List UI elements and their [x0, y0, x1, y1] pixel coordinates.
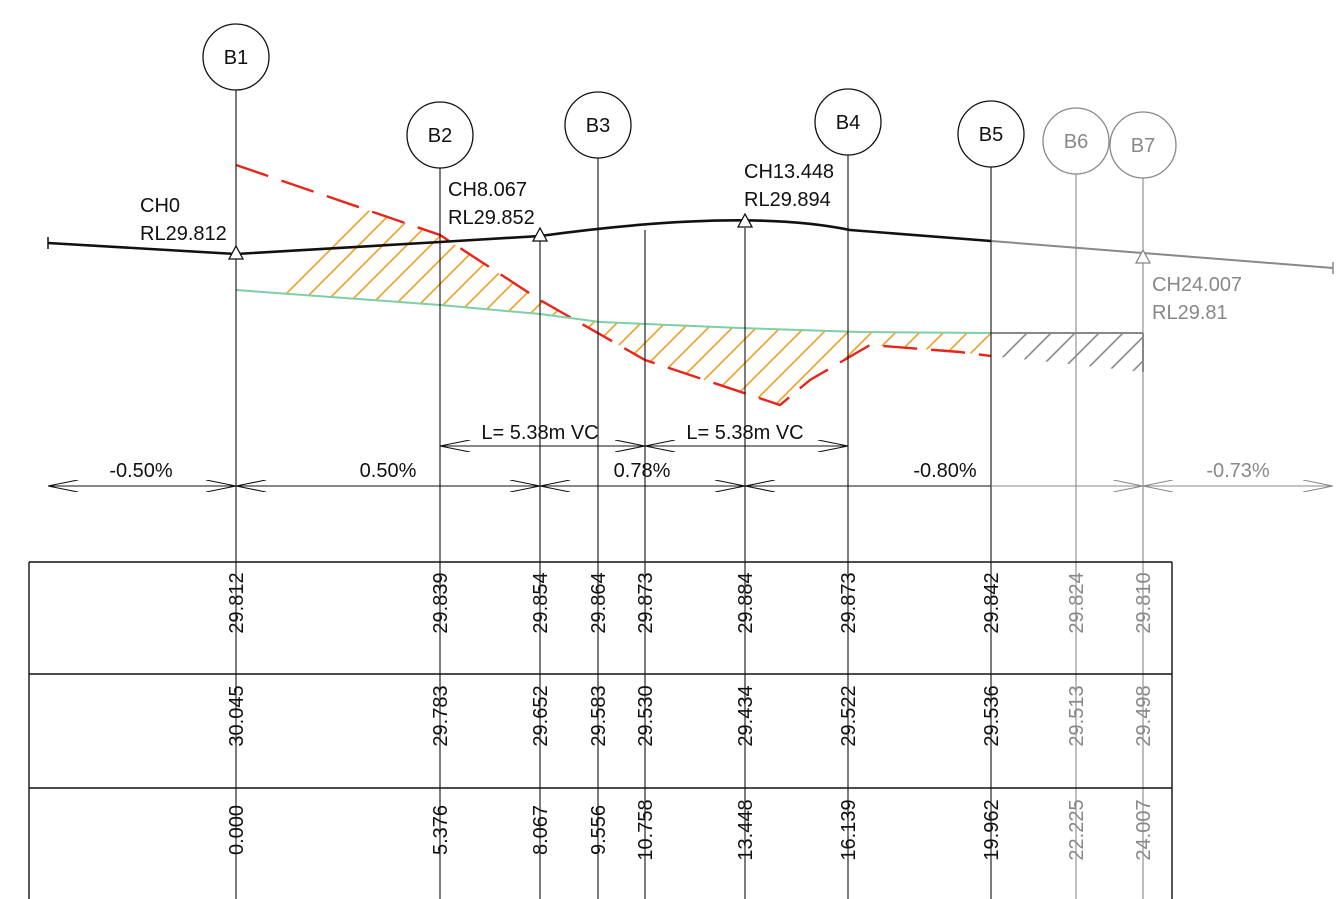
table-cell-chainage: 19.962	[981, 799, 1003, 860]
table-cell-design-rl: 29.842	[981, 572, 1003, 633]
table-cell-design-rl: 29.864	[588, 572, 610, 633]
grid-bubble-b4: B4	[814, 88, 882, 156]
table-cell-existing-rl: 30.045	[226, 685, 248, 746]
control-point-marker	[1134, 248, 1152, 264]
annotation-ch13-level: RL29.894	[744, 189, 831, 211]
annotation-ch13: CH13.448 RL29.894	[744, 161, 834, 211]
control-point-marker	[531, 226, 549, 242]
table-cell-existing-rl: 29.522	[838, 685, 860, 746]
control-points	[227, 212, 1152, 264]
table-cell-design-rl: 29.873	[635, 572, 657, 633]
grade-label: 0.50%	[360, 460, 417, 482]
grid-bubble-b2: B2	[406, 101, 474, 169]
table-cell-chainage: 9.556	[588, 805, 610, 855]
grid-bubble-label: B4	[836, 112, 860, 134]
grid-bubble-b3: B3	[564, 91, 632, 159]
table-cell-existing-rl: 29.498	[1133, 685, 1155, 746]
grade-label: -0.73%	[1206, 460, 1270, 482]
existing-surface-line	[235, 163, 992, 407]
data-table: 29.812 30.045 0.000 29.839 29.783 5.376 29.854…	[28, 561, 1173, 899]
grid-lines	[235, 90, 1144, 899]
grid-bubble-label: B1	[224, 47, 248, 69]
table-cell-chainage: 0.000	[226, 805, 248, 855]
annotation-ch24-level: RL29.81	[1152, 302, 1228, 324]
table-cell-existing-rl: 29.530	[635, 685, 657, 746]
table-cell-chainage: 22.225	[1066, 799, 1088, 860]
annotation-ch24: CH24.007 RL29.81	[1152, 274, 1242, 324]
table-cell-existing-rl: 29.536	[981, 685, 1003, 746]
table-cell-design-rl: 29.873	[838, 572, 860, 633]
table-cell-existing-rl: 29.434	[735, 685, 757, 746]
annotation-ch0-level: RL29.812	[140, 223, 227, 245]
table-cell-chainage: 5.376	[430, 805, 452, 855]
annotation-ch8: CH8.067 RL29.852	[448, 179, 535, 229]
grid-bubble-b7: B7	[1109, 111, 1177, 179]
grid-bubble-label: B6	[1064, 131, 1088, 153]
grid-bubble-b6: B6	[1042, 107, 1110, 175]
vertical-curve-length-1: L= 5.38m VC	[481, 422, 598, 444]
table-cell-chainage: 10.758	[635, 799, 657, 860]
table-cell-chainage: 24.007	[1133, 799, 1155, 860]
table-cell-design-rl: 29.839	[430, 572, 452, 633]
grid-bubbles: B1 B2 B3 B4 B5 B6 B7	[202, 23, 1177, 179]
grade-dimension: -0.50% 0.50% 0.78% -0.80% -0.73%	[48, 460, 1333, 486]
control-point-marker	[736, 212, 754, 228]
vertical-curve-length-2: L= 5.38m VC	[686, 422, 803, 444]
grade-label: -0.50%	[109, 460, 173, 482]
design-profile-extension	[990, 240, 1334, 269]
annotation-ch0: CH0 RL29.812	[140, 195, 227, 245]
table-cell-chainage: 16.139	[838, 799, 860, 860]
control-point-marker	[227, 244, 245, 260]
grid-bubble-label: B5	[979, 124, 1003, 146]
table-cell-existing-rl: 29.652	[530, 685, 552, 746]
table-cell-existing-rl: 29.583	[588, 685, 610, 746]
grade-label: 0.78%	[614, 460, 671, 482]
grid-bubble-label: B2	[428, 125, 452, 147]
cut-fill-hatch-grey	[991, 333, 1143, 372]
grid-bubble-label: B7	[1131, 135, 1155, 157]
grid-bubble-b1: B1	[202, 23, 270, 91]
table-cell-design-rl: 29.824	[1066, 572, 1088, 633]
table-cell-existing-rl: 29.513	[1066, 685, 1088, 746]
table-cell-design-rl: 29.884	[735, 572, 757, 633]
vertical-curve-dimension: L= 5.38m VC L= 5.38m VC	[440, 422, 848, 446]
annotation-ch13-chainage: CH13.448	[744, 161, 834, 183]
grid-bubble-label: B3	[586, 115, 610, 137]
annotation-ch8-chainage: CH8.067	[448, 179, 527, 201]
table-cell-design-rl: 29.810	[1133, 572, 1155, 633]
annotation-ch24-chainage: CH24.007	[1152, 274, 1242, 296]
grid-bubble-b5: B5	[957, 100, 1025, 168]
table-cell-chainage: 8.067	[530, 805, 552, 855]
table-cell-design-rl: 29.854	[530, 572, 552, 633]
annotation-ch0-chainage: CH0	[140, 195, 180, 217]
table-cell-chainage: 13.448	[735, 799, 757, 860]
grade-label: -0.80%	[913, 460, 977, 482]
annotation-ch8-level: RL29.852	[448, 207, 535, 229]
table-cell-design-rl: 29.812	[226, 572, 248, 633]
table-cell-existing-rl: 29.783	[430, 685, 452, 746]
